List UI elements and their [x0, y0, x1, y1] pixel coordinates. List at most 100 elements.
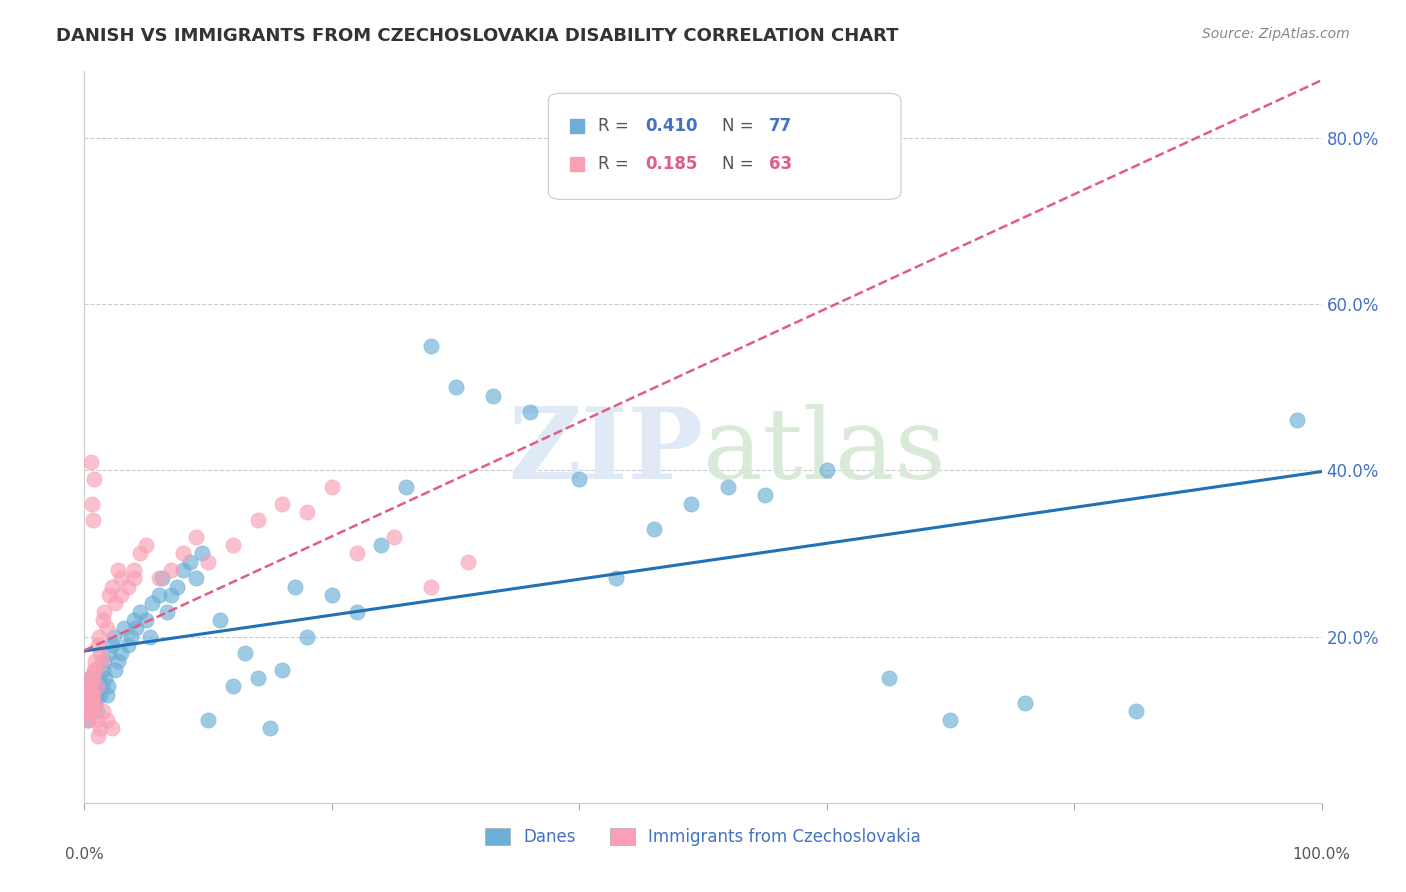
Point [346, 546, 368, 560]
Point [172, 563, 194, 577]
Point [112, 621, 135, 635]
Point [197, 713, 219, 727]
Point [419, 338, 441, 352]
Point [77, 713, 100, 727]
Point [141, 596, 163, 610]
Point [98, 588, 121, 602]
Point [246, 513, 269, 527]
Point [246, 671, 269, 685]
Point [87, 680, 110, 694]
Point [89, 688, 111, 702]
Point [172, 546, 194, 560]
Point [110, 588, 132, 602]
Point [89, 630, 111, 644]
Point [91, 663, 114, 677]
Point [1014, 696, 1036, 710]
Point [98, 646, 121, 660]
Point [76, 696, 98, 710]
Point [75, 696, 97, 710]
Point [284, 580, 307, 594]
Point [82, 680, 104, 694]
Point [605, 571, 627, 585]
Point [87, 638, 110, 652]
Point [444, 380, 467, 394]
Point [80, 705, 103, 719]
Point [481, 388, 503, 402]
Point [295, 630, 318, 644]
Point [321, 588, 343, 602]
Point [295, 505, 318, 519]
Point [96, 688, 118, 702]
Point [79, 688, 101, 702]
Point [80, 705, 103, 719]
Point [139, 630, 162, 644]
Point [222, 538, 245, 552]
Point [91, 705, 114, 719]
Point [117, 638, 139, 652]
Point [84, 663, 107, 677]
Point [135, 538, 157, 552]
Point [110, 646, 132, 660]
Point [939, 713, 962, 727]
Text: 0.0%: 0.0% [65, 847, 104, 862]
Point [90, 655, 112, 669]
Point [79, 671, 101, 685]
Point [321, 480, 343, 494]
Point [191, 546, 214, 560]
Text: DANISH VS IMMIGRANTS FROM CZECHOSLOVAKIA DISABILITY CORRELATION CHART: DANISH VS IMMIGRANTS FROM CZECHOSLOVAKIA… [56, 27, 898, 45]
Point [79, 680, 101, 694]
Point [82, 671, 104, 685]
Point [83, 696, 105, 710]
Point [1125, 705, 1147, 719]
Point [79, 705, 101, 719]
Point [117, 580, 139, 594]
Point [76, 688, 98, 702]
Point [184, 530, 207, 544]
Point [84, 696, 107, 710]
Text: 63: 63 [769, 155, 792, 173]
Point [209, 613, 232, 627]
Text: 0.185: 0.185 [645, 155, 697, 173]
Point [457, 555, 479, 569]
Point [395, 480, 418, 494]
Point [94, 671, 117, 685]
Text: R =: R = [598, 155, 634, 173]
Point [271, 663, 294, 677]
Point [129, 605, 152, 619]
Point [93, 605, 115, 619]
Text: atlas: atlas [703, 404, 946, 500]
Point [122, 613, 145, 627]
Point [120, 630, 142, 644]
Point [815, 463, 838, 477]
Point [148, 588, 170, 602]
Point [148, 571, 170, 585]
Point [89, 671, 111, 685]
Point [82, 688, 104, 702]
Point [222, 680, 245, 694]
Text: R =: R = [598, 117, 634, 136]
Point [84, 680, 107, 694]
Legend: Danes, Immigrants from Czechoslovakia: Danes, Immigrants from Czechoslovakia [478, 822, 928, 853]
Point [77, 680, 100, 694]
Point [122, 571, 145, 585]
Point [166, 580, 188, 594]
Point [90, 680, 112, 694]
Point [419, 580, 441, 594]
Point [79, 671, 101, 685]
Point [93, 655, 115, 669]
FancyBboxPatch shape [548, 94, 901, 200]
Point [89, 721, 111, 735]
Text: Source: ZipAtlas.com: Source: ZipAtlas.com [1202, 27, 1350, 41]
Point [259, 721, 281, 735]
Point [568, 472, 591, 486]
Point [717, 480, 740, 494]
Point [100, 580, 122, 594]
Text: 0.410: 0.410 [645, 117, 697, 136]
Point [83, 688, 105, 702]
Point [79, 680, 101, 694]
Point [87, 729, 110, 743]
Point [89, 646, 111, 660]
Point [150, 571, 173, 585]
Point [125, 621, 148, 635]
Point [96, 713, 118, 727]
